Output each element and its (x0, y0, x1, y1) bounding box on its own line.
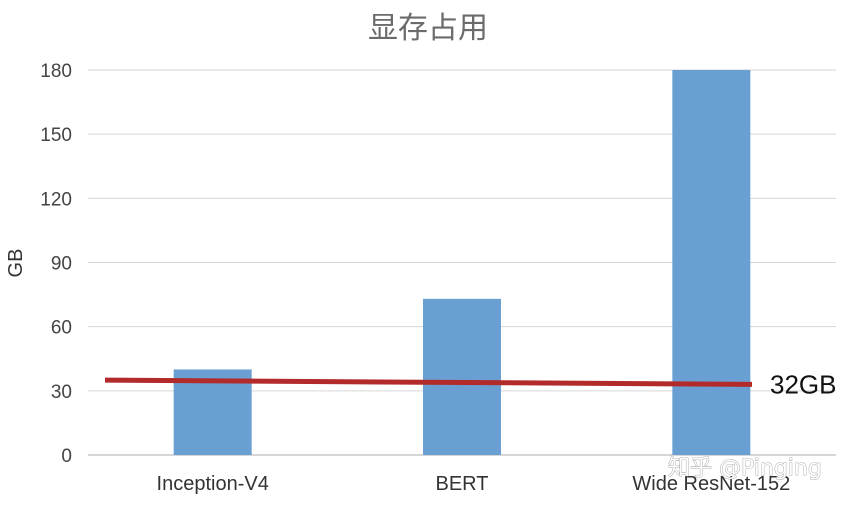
bars (173, 70, 751, 455)
y-tick-label: 180 (40, 61, 72, 82)
bar (423, 298, 501, 455)
x-tick-label: BERT (436, 473, 489, 495)
y-tick-label: 150 (40, 125, 72, 146)
bar (672, 70, 751, 455)
watermark: 知乎 @Pinging (668, 456, 822, 481)
x-axis-ticks: Inception-V4 BERT Wide ResNet-152 (157, 473, 791, 495)
reference-line-group: 32GB (104, 370, 837, 400)
y-tick-label: 60 (51, 318, 72, 339)
x-tick-label: Wide ResNet-152 (632, 473, 790, 495)
reference-line-label: 32GB (770, 370, 837, 400)
y-axis-label: GB (5, 249, 27, 278)
y-axis-ticks: 0 30 60 90 120 150 180 (40, 61, 72, 467)
y-tick-label: 90 (51, 254, 72, 275)
reference-line (104, 377, 753, 387)
chart-title: 显存占用 (368, 11, 488, 46)
y-tick-label: 30 (51, 382, 72, 403)
bar (173, 369, 252, 455)
x-tick-label: Inception-V4 (157, 473, 269, 495)
y-tick-label: 0 (61, 446, 72, 467)
y-tick-label: 120 (40, 189, 72, 210)
